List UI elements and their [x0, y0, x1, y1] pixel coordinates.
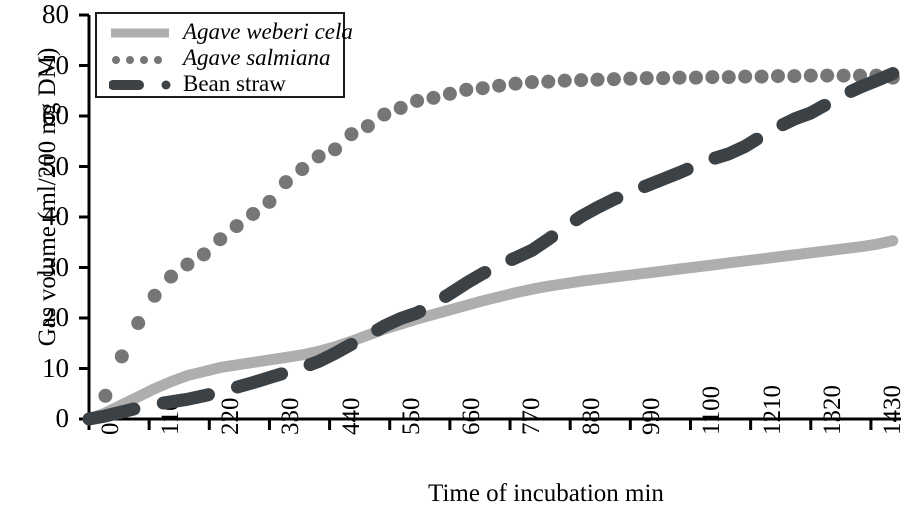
y-tick-label: 30 [42, 251, 69, 282]
legend: Agave weberi cela Agave salmiana Bean stra… [95, 12, 353, 99]
data-point [557, 73, 572, 88]
y-tick-label: 60 [42, 100, 69, 130]
legend-label: Agave salmiana [183, 45, 331, 70]
data-point [131, 316, 146, 331]
data-point [656, 71, 671, 86]
y-tick-label: 70 [42, 49, 69, 80]
data-point [574, 73, 589, 88]
legend-label: Agave weberi cela [183, 19, 353, 44]
legend-label: Bean straw [183, 71, 286, 96]
legend-swatch-icon [108, 71, 175, 99]
data-point [410, 93, 425, 108]
y-tick-label: 0 [55, 403, 70, 433]
axes [79, 13, 901, 430]
data-point [524, 75, 539, 90]
legend-item: Agave weberi cela [105, 19, 353, 47]
data-point [770, 69, 785, 84]
data-point [688, 70, 703, 85]
data-point [213, 232, 228, 247]
data-point [606, 72, 621, 87]
y-tick-label: 50 [42, 150, 69, 181]
data-point [180, 257, 195, 272]
legend-item: Bean straw [105, 71, 343, 99]
data-point [672, 70, 687, 85]
y-tick-label: 20 [42, 302, 69, 332]
data-point [590, 72, 605, 87]
data-point [262, 194, 277, 209]
data-point [311, 149, 326, 164]
data-point [114, 349, 129, 364]
data-point [459, 82, 474, 97]
x-tick-marks [87, 419, 873, 430]
data-point [98, 388, 113, 403]
data-point [836, 68, 851, 83]
data-point [360, 119, 375, 134]
data-point [229, 219, 244, 234]
y-tick-label: 10 [42, 352, 69, 383]
legend-swatch-icon [109, 45, 175, 73]
data-point [246, 206, 261, 221]
data-point [754, 69, 769, 84]
data-point [492, 78, 507, 93]
data-point [623, 71, 638, 86]
legend-swatch-icon [109, 19, 175, 47]
series-agave-weberi-cela [83, 235, 899, 425]
data-point [377, 107, 392, 122]
data-point [147, 288, 162, 303]
data-point [639, 71, 654, 86]
data-point [803, 68, 818, 83]
data-point [508, 76, 523, 91]
series-agave-salmiana [98, 68, 900, 403]
data-point [295, 162, 310, 177]
data-point [541, 74, 556, 89]
data-point [426, 90, 441, 105]
data-point [705, 70, 720, 85]
data-point [164, 269, 179, 284]
data-point [278, 175, 293, 190]
data-point [328, 142, 343, 157]
series-bean-straw [82, 67, 900, 426]
data-point [787, 69, 802, 84]
y-tick-label: 80 [42, 0, 69, 29]
data-point [820, 68, 835, 83]
data-point [475, 81, 490, 96]
data-point [344, 127, 359, 142]
data-point [738, 69, 753, 84]
data-series [82, 67, 900, 426]
y-tick-label: 40 [42, 201, 69, 231]
x-axis-label: Time of incubation min [428, 480, 664, 507]
data-point [721, 70, 736, 85]
data-point [196, 247, 211, 262]
data-point [393, 100, 408, 115]
legend-item: Agave salmiana [105, 45, 343, 73]
data-point [442, 86, 457, 101]
